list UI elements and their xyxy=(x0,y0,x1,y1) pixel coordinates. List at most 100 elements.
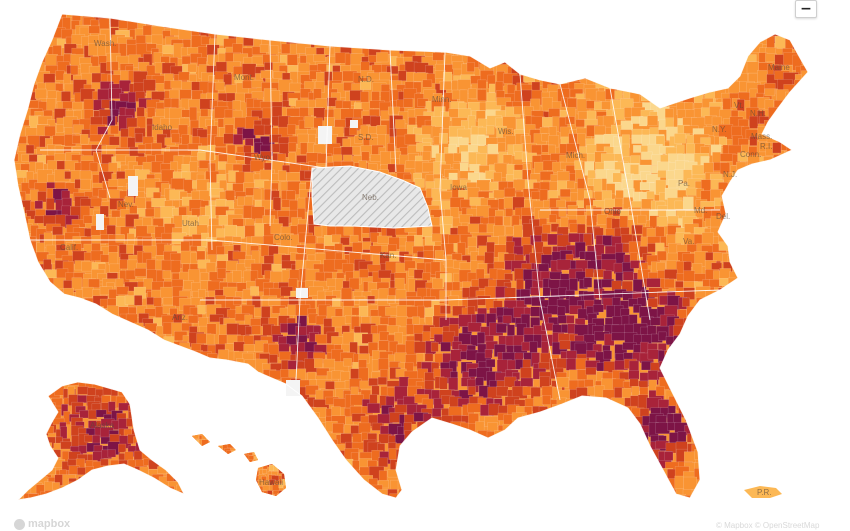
conus-county[interactable] xyxy=(754,289,763,304)
conus-county[interactable] xyxy=(198,317,208,328)
conus-county[interactable] xyxy=(639,487,650,498)
conus-county[interactable] xyxy=(263,444,278,458)
conus-county[interactable] xyxy=(334,9,344,24)
conus-county[interactable] xyxy=(208,487,218,498)
conus-county[interactable] xyxy=(287,406,303,421)
conus-county[interactable] xyxy=(781,325,794,335)
conus-county[interactable] xyxy=(424,448,441,463)
conus-county[interactable] xyxy=(145,359,156,374)
conus-county[interactable] xyxy=(795,236,810,244)
conus-county[interactable] xyxy=(190,485,205,501)
conus-county[interactable] xyxy=(145,439,155,448)
conus-county[interactable] xyxy=(605,495,617,503)
conus-county[interactable] xyxy=(686,333,699,347)
conus-county[interactable] xyxy=(25,278,37,294)
conus-county[interactable] xyxy=(542,395,551,405)
conus-county[interactable] xyxy=(585,268,594,278)
conus-county[interactable] xyxy=(686,57,699,73)
conus-county[interactable] xyxy=(712,290,724,300)
conus-county[interactable] xyxy=(280,495,291,505)
conus-county[interactable] xyxy=(665,497,682,510)
conus-county[interactable] xyxy=(673,324,689,337)
conus-county[interactable] xyxy=(730,424,743,435)
conus-county[interactable] xyxy=(542,16,554,32)
conus-county[interactable] xyxy=(353,16,367,33)
conus-county[interactable] xyxy=(11,325,26,340)
conus-county[interactable] xyxy=(270,17,286,30)
conus-county[interactable] xyxy=(73,369,88,383)
conus-county[interactable] xyxy=(217,385,231,396)
conus-county[interactable] xyxy=(26,370,34,382)
conus-county[interactable] xyxy=(414,341,427,354)
conus-county[interactable] xyxy=(700,488,714,502)
conus-county[interactable] xyxy=(763,449,776,458)
conus-county[interactable] xyxy=(216,460,229,471)
conus-county[interactable] xyxy=(784,227,799,238)
conus-county[interactable] xyxy=(432,52,446,61)
conus-county[interactable] xyxy=(794,354,806,364)
conus-county[interactable] xyxy=(254,10,268,25)
conus-county[interactable] xyxy=(308,493,321,505)
conus-county[interactable] xyxy=(754,376,770,385)
conus-county[interactable] xyxy=(630,461,640,475)
conus-county[interactable] xyxy=(200,36,211,45)
conus-county[interactable] xyxy=(659,38,670,53)
conus-county[interactable] xyxy=(497,495,508,504)
conus-county[interactable] xyxy=(759,253,774,263)
conus-county[interactable] xyxy=(422,430,431,445)
conus-county[interactable] xyxy=(730,435,739,444)
conus-county[interactable] xyxy=(144,496,159,512)
conus-county[interactable] xyxy=(386,65,399,75)
conus-county[interactable] xyxy=(803,145,814,161)
conus-county[interactable] xyxy=(728,299,742,313)
conus-county[interactable] xyxy=(151,198,166,208)
conus-county[interactable] xyxy=(403,497,413,505)
conus-county[interactable] xyxy=(585,367,597,375)
conus-county[interactable] xyxy=(99,496,114,511)
conus-county[interactable] xyxy=(745,188,759,199)
conus-county[interactable] xyxy=(63,324,79,334)
conus-county[interactable] xyxy=(548,442,560,452)
conus-county[interactable] xyxy=(813,434,824,447)
conus-county[interactable] xyxy=(449,452,465,462)
conus-county[interactable] xyxy=(29,377,39,387)
conus-county[interactable] xyxy=(26,403,41,415)
conus-county[interactable] xyxy=(489,460,498,472)
conus-county[interactable] xyxy=(106,61,119,71)
conus-county[interactable] xyxy=(315,243,325,253)
conus-county[interactable] xyxy=(683,317,692,333)
conus-county[interactable] xyxy=(610,461,624,473)
conus-county[interactable] xyxy=(125,487,135,499)
conus-county[interactable] xyxy=(730,56,740,71)
conus-county[interactable] xyxy=(225,200,235,209)
conus-county[interactable] xyxy=(299,8,315,23)
conus-county[interactable] xyxy=(413,81,422,93)
conus-county[interactable] xyxy=(188,315,199,324)
conus-county[interactable] xyxy=(331,234,342,243)
conus-county[interactable] xyxy=(147,107,156,118)
conus-county[interactable] xyxy=(189,106,198,122)
conus-county[interactable] xyxy=(458,451,468,467)
conus-county[interactable] xyxy=(160,452,173,468)
conus-county[interactable] xyxy=(747,180,756,197)
conus-county[interactable] xyxy=(17,381,32,390)
conus-county[interactable] xyxy=(308,431,322,444)
conus-county[interactable] xyxy=(514,458,528,469)
conus-county[interactable] xyxy=(414,442,426,452)
conus-county[interactable] xyxy=(215,198,227,208)
conus-county[interactable] xyxy=(674,343,685,359)
conus-county[interactable] xyxy=(532,444,546,459)
conus-county[interactable] xyxy=(755,307,764,316)
conus-county[interactable] xyxy=(714,306,728,316)
conus-county[interactable] xyxy=(730,323,745,332)
conus-county[interactable] xyxy=(468,495,480,504)
conus-county[interactable] xyxy=(729,415,740,428)
conus-county[interactable] xyxy=(801,224,810,237)
conus-county[interactable] xyxy=(496,323,507,333)
conus-county[interactable] xyxy=(471,18,484,34)
conus-county[interactable] xyxy=(525,493,535,508)
conus-county[interactable] xyxy=(560,18,570,33)
conus-county[interactable] xyxy=(82,487,93,503)
conus-county[interactable] xyxy=(520,489,532,505)
conus-county[interactable] xyxy=(614,197,623,208)
